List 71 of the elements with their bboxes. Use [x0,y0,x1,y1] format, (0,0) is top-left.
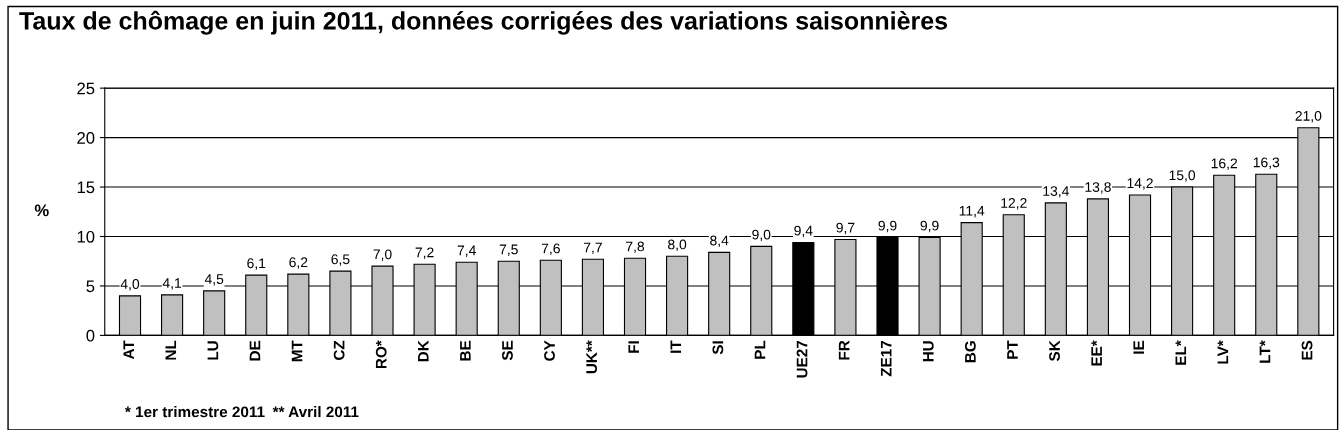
y-tick-label: 10 [77,230,95,243]
x-tick-label: DE [249,340,261,361]
x-tick-label: ZE17 [880,340,892,377]
x-tick-label: MT [291,340,303,362]
chart-title: Taux de chômage en juin 2011, données corrigées des variations saisonnières [19,10,948,35]
x-tick-label: CY [544,340,555,361]
data-label: 7,5 [499,244,518,256]
data-label: 7,0 [373,249,392,261]
x-tick-label: UK** [586,340,598,374]
data-label: 7,4 [457,245,476,257]
data-label: 4,5 [204,274,224,286]
x-tick-label: PL [754,340,766,359]
data-label: 9,9 [920,220,939,233]
data-label: 9,4 [794,225,813,238]
data-label: 12,2 [1001,198,1027,210]
data-label: 21,0 [1295,110,1322,123]
x-tick-label: RO* [375,340,387,369]
x-tick-label: IE [1133,340,1144,354]
x-tick-label: BG [964,341,976,363]
x-tick-label: BE [460,340,471,361]
data-label: 9,7 [836,222,855,235]
data-label: 8,4 [710,235,729,248]
data-label: 11,4 [959,206,985,218]
x-tick-label: EL* [1175,340,1187,365]
x-tick-label: ES [1301,340,1313,360]
x-tick-label: SI [712,341,724,355]
bar [161,294,184,336]
data-label: 9,9 [878,220,897,233]
x-tick-label: IT [670,340,682,353]
text: * 1er trimestre 2011 [124,406,265,418]
x-tick-label: LV* [1217,340,1229,364]
data-label: 14,2 [1127,178,1153,190]
y-tick-label: 25 [77,82,95,95]
bar [118,295,142,336]
data-label: 9,0 [752,229,771,242]
data-label: 6,5 [331,254,350,266]
data-label: 7,6 [541,243,560,255]
x-tick-label: SE [502,340,513,361]
x-tick-label: FI [628,341,639,353]
data-label: 6,2 [289,257,308,269]
y-tick-label: 15 [77,181,95,194]
x-tick-label: LU [207,341,219,360]
data-label: 13,8 [1085,182,1111,194]
data-label: 7,2 [415,247,434,259]
y-tick-label: 20 [77,132,95,144]
data-label: 16,2 [1211,158,1237,170]
x-tick-label: UE27 [796,340,808,378]
x-tick-label: CZ [333,340,345,360]
data-label: 13,4 [1043,186,1069,198]
y-tick-label: 5 [86,280,95,293]
data-label: 6,1 [247,258,266,270]
x-tick-label: NL [165,340,177,360]
data-label: 8,0 [668,239,687,252]
x-tick-label: PT [1007,340,1018,359]
data-label: 15,0 [1169,170,1196,182]
x-tick-label: AT [123,340,134,360]
x-tick-label: EE* [1091,340,1102,366]
data-label: 16,3 [1253,157,1280,169]
x-tick-label: DK [418,340,429,362]
data-label: 7,8 [626,241,645,253]
x-tick-label: FR [838,340,850,360]
text: ** Avril 2011 [272,406,359,418]
data-label: 4,0 [120,279,140,291]
x-tick-label: HU [923,341,934,362]
x-tick-label: LT* [1259,340,1271,363]
data-label: 7,7 [583,242,602,254]
y-tick-label: 0 [86,329,95,342]
bar [203,290,226,336]
y-axis-title: % [34,204,49,217]
x-tick-label: SK [1049,340,1060,362]
data-label: 4,1 [162,278,182,290]
